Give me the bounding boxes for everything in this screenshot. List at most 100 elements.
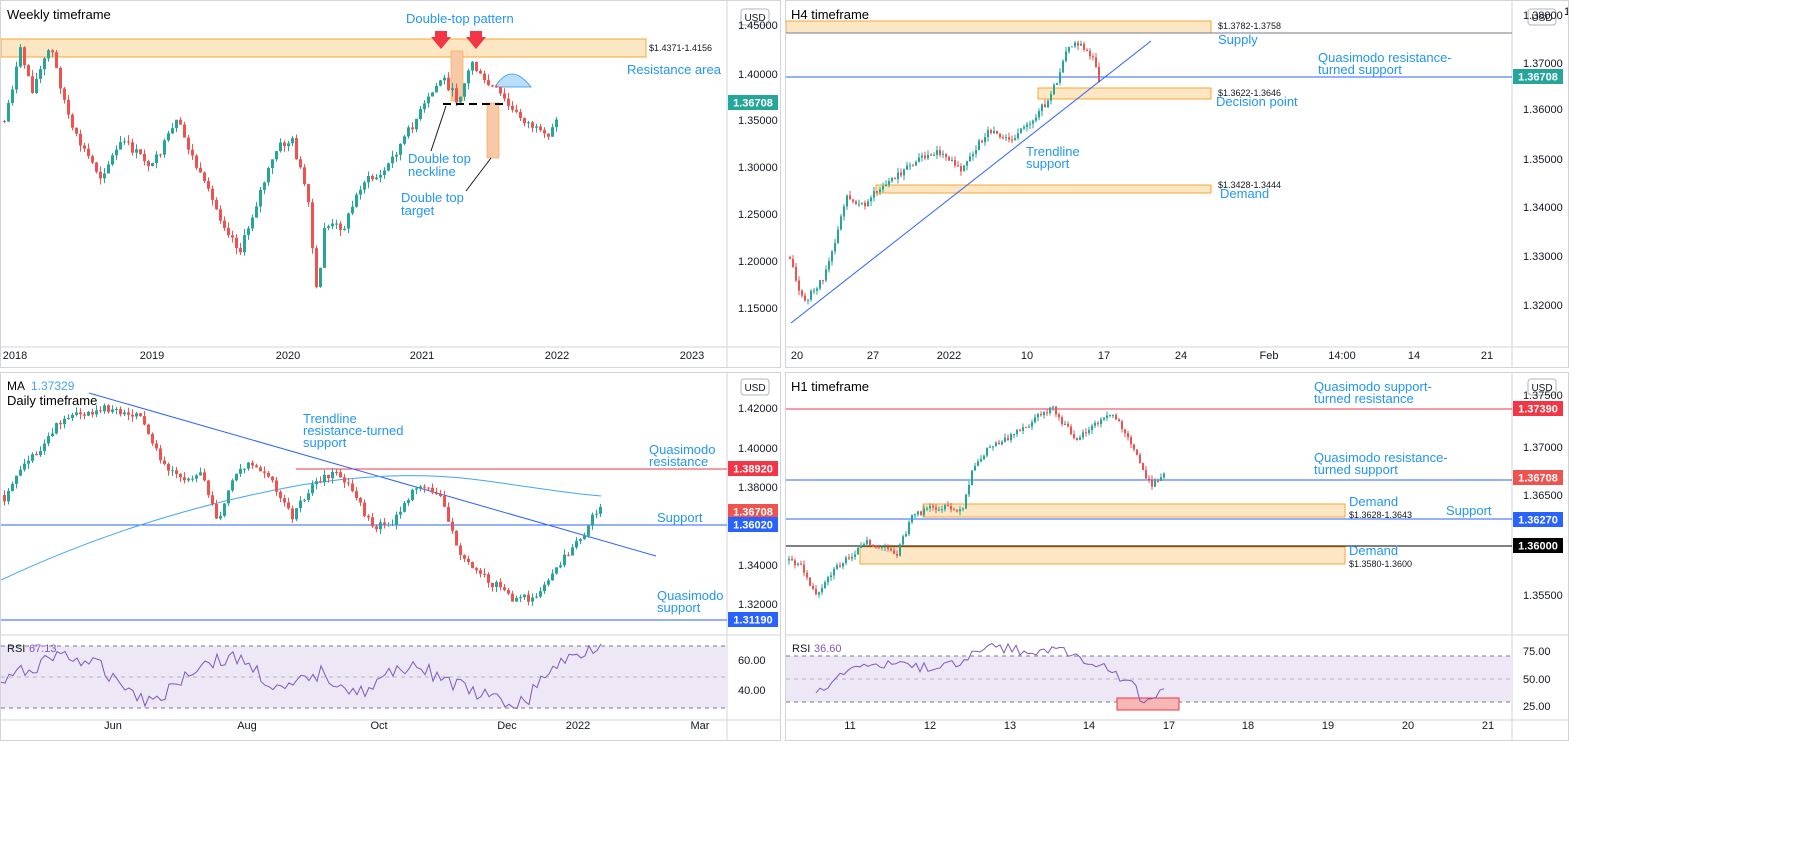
daily-candle xyxy=(339,472,342,478)
h1-chart-svg[interactable]: H1 timeframe Quasimodo support-turned re… xyxy=(786,373,1569,741)
price-tick: 1.33000 xyxy=(1523,251,1563,263)
daily-candle xyxy=(427,487,430,489)
qm-resistance-label-line: Quasimodo support- xyxy=(1314,379,1432,394)
time-tick: 11 xyxy=(844,720,855,732)
daily-candle xyxy=(435,492,438,495)
h1-chart-panel[interactable]: H1 timeframe Quasimodo support-turned re… xyxy=(785,372,1569,741)
h1-candle xyxy=(884,546,886,548)
daily-candle xyxy=(367,515,370,518)
daily-candle xyxy=(479,570,482,574)
h1-candle xyxy=(998,442,1000,445)
currency-button[interactable] xyxy=(1527,378,1557,396)
support-label-line: Support xyxy=(1446,503,1492,518)
daily-candle xyxy=(411,489,414,500)
price-tick: 1.34000 xyxy=(738,560,778,572)
h1-candle xyxy=(914,514,916,516)
daily-candle xyxy=(451,521,454,531)
weekly-candle xyxy=(219,209,222,221)
weekly-candle xyxy=(35,78,38,93)
currency-button[interactable] xyxy=(740,378,770,396)
decision-point-label-line: Decision point xyxy=(1216,94,1298,109)
price-tick: 1.36500 xyxy=(1523,490,1563,502)
currency-button[interactable] xyxy=(740,8,770,26)
h1-candle xyxy=(818,592,820,595)
h4-chart-panel[interactable]: H4 timeframe $1.3782-1.3758 Supply Quasimo… xyxy=(785,0,1569,368)
weekly-candle xyxy=(399,143,402,155)
currency-label: USD xyxy=(744,13,765,24)
last-price-badge: 1.36708 xyxy=(733,98,773,110)
supply-zone[interactable] xyxy=(786,20,1212,34)
demand-zone[interactable] xyxy=(875,184,1212,194)
time-tick: Oct xyxy=(370,720,387,732)
daily-candle xyxy=(275,480,278,492)
h1-candle xyxy=(1106,415,1108,418)
weekly-candle xyxy=(539,126,542,131)
weekly-candle xyxy=(451,88,454,91)
weekly-candle xyxy=(187,137,190,150)
h1-candle xyxy=(854,554,856,557)
h4-candle xyxy=(873,191,875,198)
daily-candle xyxy=(203,472,206,481)
price-tick: 1.30000 xyxy=(738,162,778,174)
demand-zone-1[interactable] xyxy=(922,503,1346,518)
weekly-candle xyxy=(7,102,10,122)
price-tick: 1.20000 xyxy=(738,256,778,268)
weekly-chart-panel[interactable]: Weekly timeframe $1.4371-1.4156 Resistanc… xyxy=(0,0,781,368)
resistance-zone[interactable] xyxy=(1,38,647,58)
daily-candle xyxy=(415,488,418,490)
demand-zone-2[interactable] xyxy=(859,546,1346,565)
daily-candle xyxy=(171,470,174,472)
qm-support-badge-bg xyxy=(728,612,778,627)
daily-candle xyxy=(195,475,198,479)
daily-candle xyxy=(551,573,554,581)
currency-button[interactable] xyxy=(1527,8,1557,26)
daily-candle xyxy=(263,471,266,473)
daily-candle xyxy=(215,504,218,519)
h4-candle xyxy=(1068,46,1070,52)
h4-candle xyxy=(849,195,851,200)
time-tick: 27 xyxy=(867,350,879,362)
resistance-range-label: $1.4371-1.4156 xyxy=(649,43,712,53)
target-label: Double top target xyxy=(401,190,464,218)
weekly-candle xyxy=(55,52,58,68)
h1-candle xyxy=(827,577,829,583)
h4-candle xyxy=(912,165,914,167)
h1-candle xyxy=(917,511,919,515)
weekly-candle xyxy=(343,228,346,231)
h1-candle xyxy=(1145,470,1147,479)
weekly-chart-svg[interactable]: Weekly timeframe $1.4371-1.4156 Resistanc… xyxy=(1,1,781,368)
daily-chart-panel[interactable]: MA 1.37329 Daily timeframe Trendline resis… xyxy=(0,372,781,741)
daily-candle xyxy=(447,506,450,522)
h1-candle xyxy=(1124,429,1126,434)
h4-candle xyxy=(918,157,920,162)
price-tick: 1.40000 xyxy=(738,69,778,81)
weekly-candle xyxy=(299,159,302,168)
decision-point-zone[interactable] xyxy=(1037,87,1212,100)
h4-candle xyxy=(882,186,884,190)
h1-candle xyxy=(953,509,955,511)
daily-chart-svg[interactable]: MA 1.37329 Daily timeframe Trendline resis… xyxy=(1,373,781,741)
qm-resistance-label: Quasimodo support-turned resistance xyxy=(1314,379,1432,406)
daily-candle xyxy=(531,597,534,602)
daily-candle xyxy=(287,502,290,509)
double-top-pattern-label: Double-top pattern xyxy=(406,11,514,26)
weekly-candle xyxy=(39,69,42,79)
daily-candle xyxy=(595,513,598,515)
weekly-candle xyxy=(59,67,62,89)
decision-range-label-line: $1.3622-1.3646 xyxy=(1218,88,1281,98)
h1-candle xyxy=(986,447,988,456)
daily-candle xyxy=(71,414,74,419)
qm-support-label: Quasimodo resistance-turned support xyxy=(1314,450,1448,477)
h1-candle xyxy=(860,545,862,548)
h1-candle xyxy=(857,547,859,555)
daily-candle xyxy=(503,587,506,591)
h1-candle xyxy=(1055,406,1057,415)
rsi-label: RSI xyxy=(792,643,810,655)
time-tick: 2023 xyxy=(680,350,704,362)
daily-candle xyxy=(491,582,494,587)
h4-candle xyxy=(1098,66,1100,83)
price-tick: 1.35500 xyxy=(1523,590,1563,602)
daily-candle xyxy=(395,514,398,525)
weekly-candle xyxy=(411,127,414,130)
